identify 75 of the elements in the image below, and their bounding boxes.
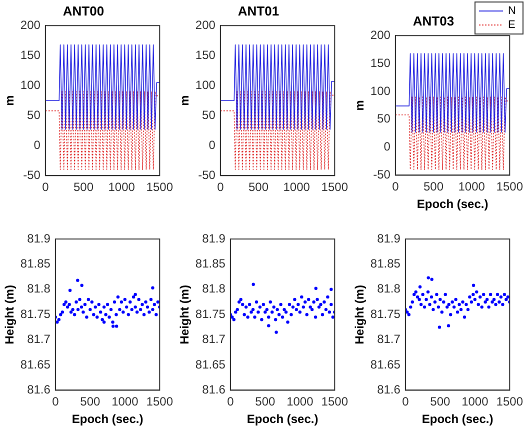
- chart-title: ANT01: [238, 3, 280, 18]
- y-tick-label: -50: [198, 168, 216, 182]
- y-tick-label: 81.6: [202, 382, 226, 397]
- y-tick-label: 50: [27, 108, 41, 122]
- x-tick-label: 1000: [108, 180, 136, 194]
- x-tick-label: 1500: [146, 394, 174, 409]
- y-tick-label: 81.7: [202, 332, 226, 346]
- x-tick-label: 1500: [146, 180, 174, 194]
- y-tick-label: 81.8: [202, 282, 226, 296]
- y-axis-title: Height (m): [352, 284, 367, 344]
- y-tick-label: 81.65: [20, 357, 51, 372]
- y-tick-label: 200: [370, 28, 391, 42]
- x-tick-label: 1000: [458, 180, 486, 194]
- y-tick-label: 100: [370, 84, 391, 98]
- x-tick-label: 500: [73, 180, 94, 194]
- x-tick-label: 1500: [321, 180, 348, 194]
- legend-label: E: [508, 19, 516, 32]
- x-axis-title: Epoch (sec.): [422, 412, 494, 426]
- y-axis-title: m: [178, 95, 192, 106]
- y-tick-label: 81.7: [377, 332, 401, 346]
- line-series: [45, 91, 160, 170]
- y-tick-label: 81.6: [27, 382, 51, 397]
- y-tick-label: 81.6: [377, 382, 401, 397]
- y-tick-label: 81.8: [27, 282, 51, 296]
- x-tick-label: 1000: [286, 394, 314, 409]
- y-axis-title: m: [352, 100, 367, 111]
- x-axis-title: Epoch (sec.): [246, 412, 318, 426]
- y-tick-label: 81.7: [27, 332, 51, 346]
- y-tick-label: 81.85: [370, 256, 401, 271]
- y-tick-label: 0: [384, 140, 391, 154]
- y-tick-label: 150: [195, 48, 216, 62]
- legend-label: N: [508, 5, 516, 18]
- chart-title: ANT00: [62, 3, 104, 18]
- x-tick-label: 500: [430, 394, 450, 409]
- y-tick-label: 50: [377, 112, 391, 126]
- y-tick-label: -50: [23, 168, 41, 182]
- x-tick-label: 1000: [283, 180, 310, 194]
- x-tick-label: 1500: [496, 180, 524, 194]
- line-series: [220, 91, 335, 170]
- x-axis-title: Epoch (sec.): [416, 197, 488, 212]
- x-tick-label: 1500: [496, 394, 524, 409]
- y-tick-label: -50: [373, 168, 391, 182]
- y-tick-label: 81.9: [27, 231, 51, 246]
- x-tick-label: 500: [80, 394, 100, 409]
- x-tick-label: 1000: [112, 394, 139, 409]
- y-tick-label: 81.75: [20, 306, 51, 321]
- x-tick-label: 1000: [462, 394, 489, 409]
- line-series: [395, 96, 510, 170]
- y-tick-label: 100: [195, 78, 216, 92]
- y-tick-label: 100: [20, 78, 41, 92]
- y-tick-label: 150: [20, 48, 41, 62]
- chart-title: ANT03: [412, 13, 454, 28]
- x-tick-label: 1500: [321, 394, 348, 409]
- y-tick-label: 81.85: [20, 256, 51, 271]
- y-tick-label: 81.75: [195, 306, 226, 321]
- x-axis-title: Epoch (sec.): [72, 412, 144, 426]
- y-tick-label: 81.85: [195, 256, 226, 271]
- y-tick-label: 200: [195, 18, 216, 32]
- x-tick-label: 500: [248, 180, 269, 194]
- y-tick-label: 81.65: [370, 357, 401, 372]
- x-tick-label: 500: [423, 180, 444, 194]
- y-tick-label: 0: [34, 138, 41, 152]
- y-tick-label: 81.9: [377, 231, 401, 246]
- y-axis-title: Height (m): [178, 284, 192, 344]
- y-tick-label: 81.8: [377, 282, 401, 296]
- y-tick-label: 81.75: [370, 306, 401, 321]
- y-axis-title: m: [2, 95, 17, 106]
- y-tick-label: 0: [208, 138, 216, 152]
- x-tick-label: 500: [255, 394, 276, 409]
- y-tick-label: 150: [370, 56, 391, 70]
- y-tick-label: 200: [20, 18, 41, 32]
- y-axis-title: Height (m): [2, 284, 17, 344]
- y-tick-label: 81.9: [202, 231, 226, 246]
- y-tick-label: 81.65: [195, 357, 226, 372]
- y-tick-label: 50: [202, 108, 216, 122]
